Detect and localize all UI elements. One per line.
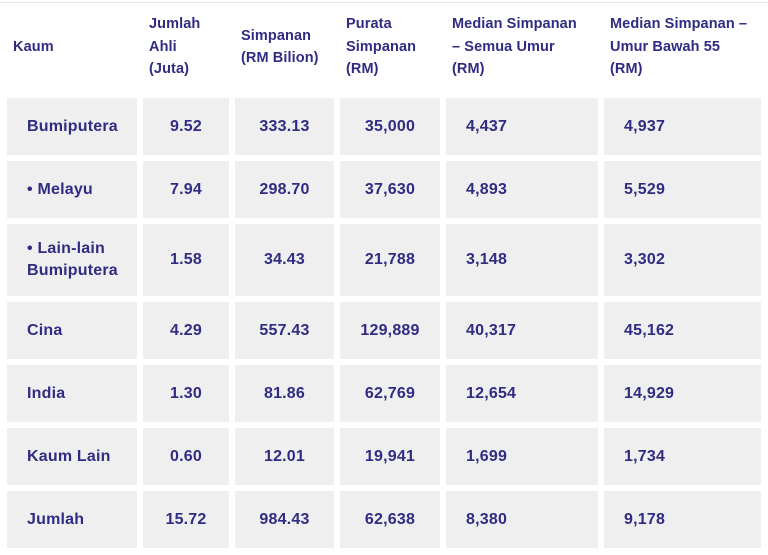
- cell-median-semua-umur: 3,148: [446, 224, 598, 296]
- cell-median-umur-bawah-55: 4,937: [604, 98, 761, 155]
- cell-simpanan: 333.13: [235, 98, 334, 155]
- table-top-divider: [0, 2, 768, 3]
- table-row-melayu: • Melayu 7.94 298.70 37,630 4,893 5,529: [7, 161, 761, 218]
- table-row-kaum-lain: Kaum Lain 0.60 12.01 19,941 1,699 1,734: [7, 428, 761, 485]
- cell-purata-simpanan: 62,638: [340, 491, 440, 548]
- header-purata-simpanan: Purata Simpanan (RM): [340, 3, 440, 91]
- header-simpanan: Simpanan (RM Bilion): [235, 3, 334, 91]
- cell-jumlah-ahli: 1.58: [143, 224, 229, 296]
- table-row-bumiputera: Bumiputera 9.52 333.13 35,000 4,437 4,93…: [7, 98, 761, 155]
- cell-jumlah-ahli: 4.29: [143, 302, 229, 359]
- cell-purata-simpanan: 21,788: [340, 224, 440, 296]
- cell-purata-simpanan: 37,630: [340, 161, 440, 218]
- cell-simpanan: 984.43: [235, 491, 334, 548]
- cell-median-umur-bawah-55: 14,929: [604, 365, 761, 422]
- cell-simpanan: 557.43: [235, 302, 334, 359]
- table-row-india: India 1.30 81.86 62,769 12,654 14,929: [7, 365, 761, 422]
- cell-simpanan: 298.70: [235, 161, 334, 218]
- cell-purata-simpanan: 19,941: [340, 428, 440, 485]
- cell-purata-simpanan: 62,769: [340, 365, 440, 422]
- cell-purata-simpanan: 129,889: [340, 302, 440, 359]
- cell-median-semua-umur: 12,654: [446, 365, 598, 422]
- table-row-cina: Cina 4.29 557.43 129,889 40,317 45,162: [7, 302, 761, 359]
- cell-jumlah-ahli: 1.30: [143, 365, 229, 422]
- cell-kaum: Cina: [7, 302, 137, 359]
- cell-kaum: Bumiputera: [7, 98, 137, 155]
- header-jumlah-ahli: Jumlah Ahli (Juta): [143, 3, 229, 91]
- cell-median-umur-bawah-55: 1,734: [604, 428, 761, 485]
- cell-jumlah-ahli: 0.60: [143, 428, 229, 485]
- cell-median-umur-bawah-55: 5,529: [604, 161, 761, 218]
- cell-median-umur-bawah-55: 3,302: [604, 224, 761, 296]
- cell-kaum: Jumlah: [7, 491, 137, 548]
- table-header-row: Kaum Jumlah Ahli (Juta) Simpanan (RM Bil…: [7, 3, 761, 91]
- cell-kaum: • Melayu: [7, 161, 137, 218]
- cell-jumlah-ahli: 7.94: [143, 161, 229, 218]
- cell-median-semua-umur: 40,317: [446, 302, 598, 359]
- cell-jumlah-ahli: 9.52: [143, 98, 229, 155]
- cell-simpanan: 12.01: [235, 428, 334, 485]
- epf-savings-by-ethnicity-table: Kaum Jumlah Ahli (Juta) Simpanan (RM Bil…: [0, 3, 768, 548]
- table-row-lain-lain-bumiputera: • Lain-lain Bumiputera 1.58 34.43 21,788…: [7, 224, 761, 296]
- cell-kaum: India: [7, 365, 137, 422]
- cell-purata-simpanan: 35,000: [340, 98, 440, 155]
- header-median-umur-bawah-55: Median Simpanan – Umur Bawah 55 (RM): [604, 3, 761, 91]
- cell-kaum: • Lain-lain Bumiputera: [7, 224, 137, 296]
- cell-median-umur-bawah-55: 9,178: [604, 491, 761, 548]
- cell-jumlah-ahli: 15.72: [143, 491, 229, 548]
- cell-simpanan: 34.43: [235, 224, 334, 296]
- header-median-semua-umur: Median Simpanan – Semua Umur (RM): [446, 3, 598, 91]
- cell-median-semua-umur: 4,893: [446, 161, 598, 218]
- cell-median-semua-umur: 1,699: [446, 428, 598, 485]
- cell-kaum: Kaum Lain: [7, 428, 137, 485]
- cell-median-umur-bawah-55: 45,162: [604, 302, 761, 359]
- cell-median-semua-umur: 4,437: [446, 98, 598, 155]
- cell-median-semua-umur: 8,380: [446, 491, 598, 548]
- cell-simpanan: 81.86: [235, 365, 334, 422]
- header-kaum: Kaum: [7, 3, 137, 91]
- table-row-jumlah-total: Jumlah 15.72 984.43 62,638 8,380 9,178: [7, 491, 761, 548]
